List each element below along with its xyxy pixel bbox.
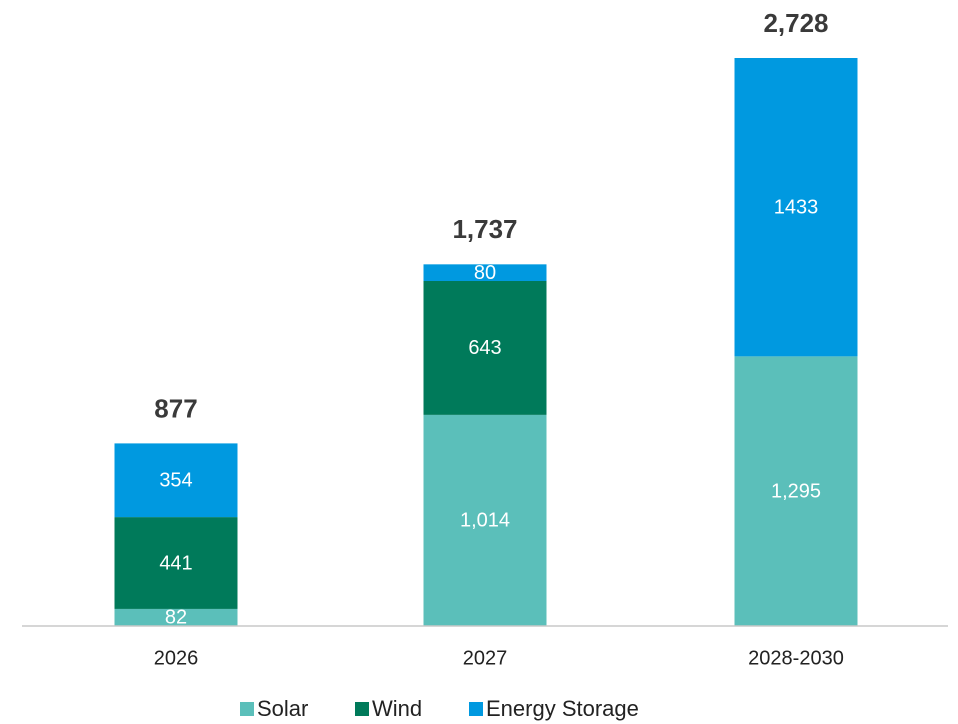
legend-swatch [355, 702, 369, 716]
data-label: 643 [468, 337, 501, 359]
bar-segment [423, 280, 547, 415]
bar-segment [423, 414, 547, 626]
bar-segment [114, 517, 238, 609]
data-label: 1433 [774, 196, 819, 218]
bar-segment [114, 608, 238, 626]
bar-segment [114, 443, 238, 518]
data-label: 82 [165, 607, 187, 629]
bar-segment [734, 356, 858, 626]
x-tick-label: 2027 [463, 647, 508, 669]
bar-segment [734, 58, 858, 357]
x-tick-label: 2028-2030 [748, 647, 844, 669]
data-label: 441 [159, 552, 192, 574]
data-label: 80 [474, 262, 496, 284]
legend-swatch [240, 702, 254, 716]
data-label: 1,295 [771, 480, 821, 502]
legend-swatch [469, 702, 483, 716]
data-label: 354 [159, 470, 192, 492]
data-label: 1,014 [460, 510, 510, 532]
legend-label: Solar [257, 696, 308, 721]
total-label: 2,728 [763, 8, 828, 38]
total-label: 1,737 [452, 214, 517, 244]
legend-label: Energy Storage [486, 696, 639, 721]
legend-label: Wind [372, 696, 422, 721]
total-label: 877 [154, 393, 197, 423]
x-tick-label: 2026 [154, 647, 199, 669]
bar-segment [423, 264, 547, 281]
